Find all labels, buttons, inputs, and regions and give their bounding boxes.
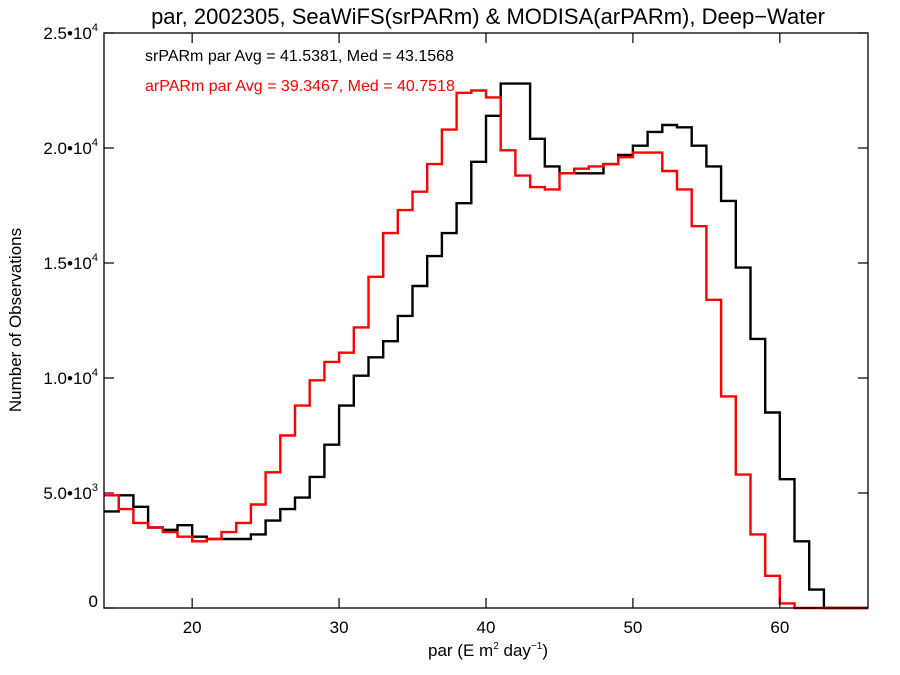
series-line-1 (104, 82, 868, 610)
chart-title: par, 2002305, SeaWiFS(srPARm) & MODISA(a… (151, 4, 825, 29)
x-tick-label: 50 (623, 618, 642, 637)
y-tick-label: 1.0•104 (43, 367, 98, 388)
y-axis-label: Number of Observations (6, 228, 25, 412)
y-tick-label: 2.5•104 (43, 22, 98, 43)
x-tick-label: 30 (330, 618, 349, 637)
x-tick-label: 60 (770, 618, 789, 637)
annotation-srparm: srPARm par Avg = 41.5381, Med = 43.1568 (145, 48, 454, 65)
x-axis-label: par (E m2 day−1) (428, 641, 548, 660)
x-tick-label: 40 (477, 618, 496, 637)
ticks-layer: 20 30 40 50 60 0 5.0•103 1.0•104 1.5•104 2.0•104 2… (43, 22, 868, 637)
x-tick-label: 20 (183, 618, 202, 637)
series-line-2 (104, 89, 868, 610)
series-layer (104, 82, 868, 610)
plot-frame (103, 32, 869, 609)
y-tick-label: 1.5•104 (43, 252, 98, 273)
y-tick-label: 5.0•103 (43, 482, 98, 503)
y-tick-label: 2.0•104 (43, 137, 98, 158)
annotation-arparm: arPARm par Avg = 39.3467, Med = 40.7518 (145, 78, 455, 95)
y-tick-label: 0 (89, 592, 98, 611)
